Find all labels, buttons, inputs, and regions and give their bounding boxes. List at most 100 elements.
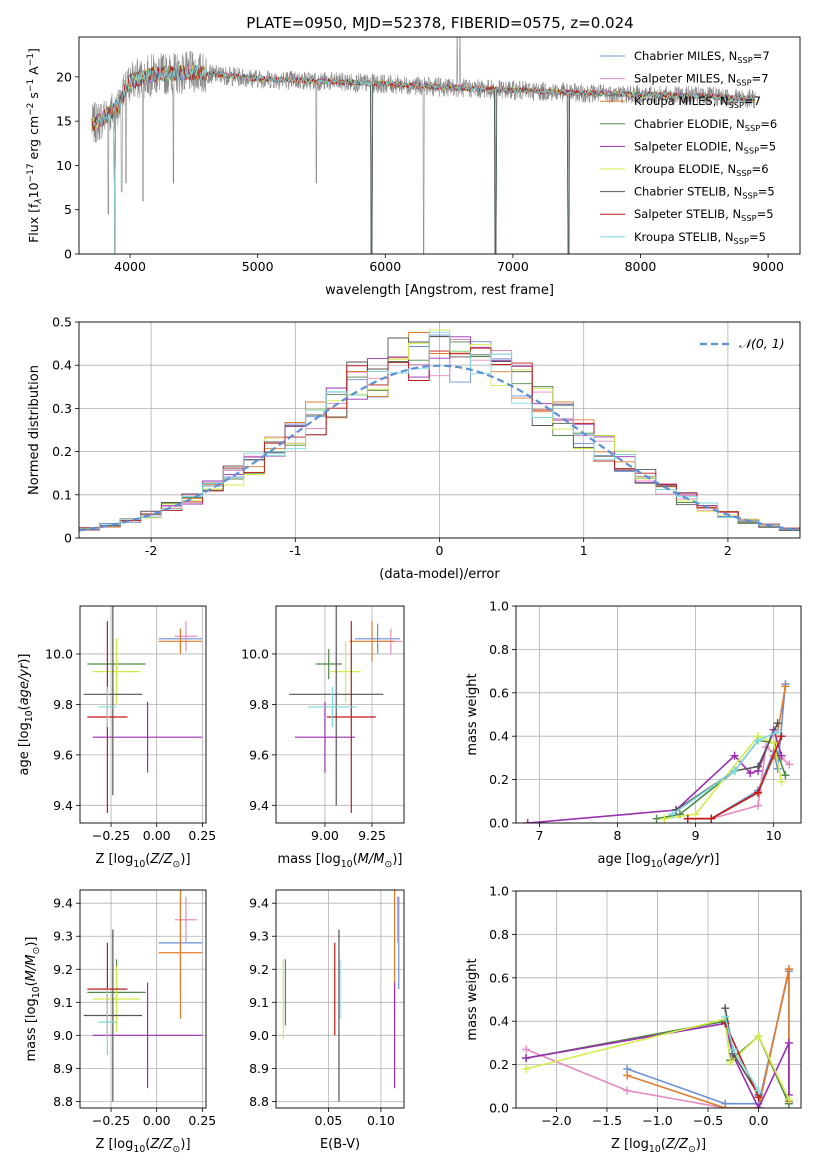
axes-frame: [78, 321, 801, 539]
weight-series-kroupa-elodie: [660, 732, 786, 823]
errorbar-kroupa-elodie: [92, 638, 141, 705]
y-tick-label: 9.4: [53, 896, 73, 911]
axes-frame: [79, 605, 207, 824]
axes-frame: [275, 889, 405, 1109]
axes-frame: [515, 890, 802, 1109]
legend-label-chabrier-stelib: Chabrier STELIB, NSSP=5: [634, 185, 775, 201]
plot-area-Z-age: [80, 606, 206, 823]
legend-label-salpeter-stelib: Salpeter STELIB, NSSP=5: [634, 207, 774, 223]
y-tick-label: 0.2: [489, 772, 509, 787]
y-tick-label: 9.8: [53, 697, 73, 712]
weight-marker: [523, 819, 532, 823]
x-tick-label: -2: [145, 543, 157, 558]
y-tick-label: 9.8: [249, 697, 269, 712]
weight-marker: [746, 769, 755, 778]
y-tick-label: 20: [56, 69, 72, 84]
errorbar-kroupa-miles: [158, 890, 203, 1019]
axes-frame: [275, 605, 405, 824]
legend-label-kroupa-stelib: Kroupa STELIB, NSSP=5: [634, 230, 766, 246]
x-tick-label: 7000: [497, 259, 529, 274]
weight-marker: [754, 736, 763, 745]
y-tick-label: 0.3: [52, 401, 72, 416]
y-tick-label: 0: [64, 531, 72, 546]
axes-frame: [78, 36, 801, 255]
weight-marker: [522, 1045, 531, 1054]
x-tick-label: −1.0: [642, 1113, 672, 1128]
y-tick-label: 0.8: [489, 927, 509, 942]
x-tick-label: −1.5: [592, 1113, 622, 1128]
x-tick-label: 9000: [752, 259, 784, 274]
y-tick-label: 8.9: [53, 1061, 73, 1076]
errorbar-salpeter-miles: [174, 896, 197, 943]
weight-marker: [781, 771, 790, 780]
panel-mass-age: 9.00 9.25 9.4 9.6 9.8 10.0 mass [log10(M/M⊙)]: [241, 605, 405, 870]
y-tick-label: 0.4: [52, 358, 72, 373]
weight-marker: [522, 1054, 531, 1063]
x-axis-label: mass [log10(M/M⊙)]: [278, 852, 403, 870]
y-tick-label: 9.1: [53, 995, 73, 1010]
panel-residuals: -2 -1 0 1 2 0 0.1 0.2 0.3 0.4 0.5 (data-model)/erro…: [27, 315, 801, 582]
weight-marker: [726, 1058, 735, 1067]
errorbar-chabrier-miles: [355, 623, 401, 654]
y-tick-label: 0.0: [489, 1101, 509, 1116]
errorbar-salpeter-elodie: [92, 982, 203, 1089]
weight-marker: [707, 814, 716, 823]
plot-area-Z-weight: [516, 891, 801, 1108]
weight-marker: [777, 777, 786, 786]
y-tick-label: 9.1: [249, 995, 269, 1010]
weight-marker: [769, 738, 778, 747]
x-tick-label: 0.00: [143, 828, 171, 843]
errorbar-salpeter-elodie: [92, 701, 203, 773]
y-tick-label: 9.4: [249, 798, 269, 813]
y-axis-label: mass [log10(M/M⊙)]: [24, 937, 42, 1062]
weight-marker: [784, 1038, 793, 1047]
weight-marker: [784, 1095, 793, 1104]
x-tick-label: −0.25: [92, 1113, 130, 1128]
weight-series-kroupa-stelib: [668, 727, 782, 819]
weight-marker: [754, 1104, 763, 1108]
weight-line: [626, 968, 790, 1108]
y-tick-label: 9.0: [249, 1028, 269, 1043]
y-tick-label: 9.4: [53, 798, 73, 813]
x-tick-label: 9: [692, 828, 700, 843]
weight-marker: [721, 1012, 730, 1021]
y-tick-label: 10.0: [241, 646, 269, 661]
errorbar-kroupa-stelib: [308, 686, 357, 728]
errorbar-kroupa-stelib: [98, 989, 117, 1056]
histogram-salpeter-stelib: [79, 347, 800, 538]
errorbar-kroupa-miles: [349, 621, 395, 662]
x-tick-label: 5000: [242, 259, 274, 274]
x-axis-label: Z [log10(Z/Z⊙)]: [611, 1137, 706, 1155]
legend-label-chabrier-miles: Chabrier MILES, NSSP=7: [634, 49, 770, 65]
panel-Z-age: −0.25 0.00 0.25 9.4 9.6 9.8 10.0 Z [log10(Z/Z⊙)…: [17, 605, 216, 870]
page-title: PLATE=0950, MJD=52378, FIBERID=0575, z=0…: [246, 14, 633, 32]
axes-frame: [79, 889, 207, 1109]
weight-marker: [785, 760, 794, 769]
y-axis-label: mass weight: [465, 673, 480, 755]
panel-spectrum: 4000 5000 6000 7000 8000 9000 0 5 10 15 20 waveleng…: [26, 36, 801, 298]
weight-series-salpeter-stelib: [683, 732, 786, 823]
weight-marker: [522, 1064, 531, 1073]
errorbar-kroupa-elodie: [92, 965, 141, 1033]
x-tick-label: 0: [436, 543, 444, 558]
x-tick-label: −2.0: [541, 1113, 571, 1128]
weight-marker: [777, 751, 786, 760]
histogram-salpeter-elodie: [79, 336, 800, 538]
weight-line: [671, 731, 778, 815]
x-axis-label: (data-model)/error: [379, 567, 500, 582]
errorbar-salpeter-stelib: [326, 621, 376, 813]
weight-marker: [781, 682, 790, 691]
y-tick-label: 0.4: [489, 1014, 509, 1029]
x-tick-label: 0.10: [367, 1113, 395, 1128]
x-tick-label: 2: [724, 543, 732, 558]
y-tick-label: 0.6: [489, 685, 509, 700]
y-tick-label: 9.2: [249, 962, 269, 977]
weight-line: [525, 1022, 790, 1108]
normal-curve: [79, 364, 800, 532]
y-tick-label: 0.8: [489, 642, 509, 657]
weight-marker: [730, 766, 739, 775]
errorbar-chabrier-stelib: [289, 606, 384, 806]
y-tick-label: 0.1: [52, 487, 72, 502]
x-tick-label: −0.25: [92, 828, 130, 843]
